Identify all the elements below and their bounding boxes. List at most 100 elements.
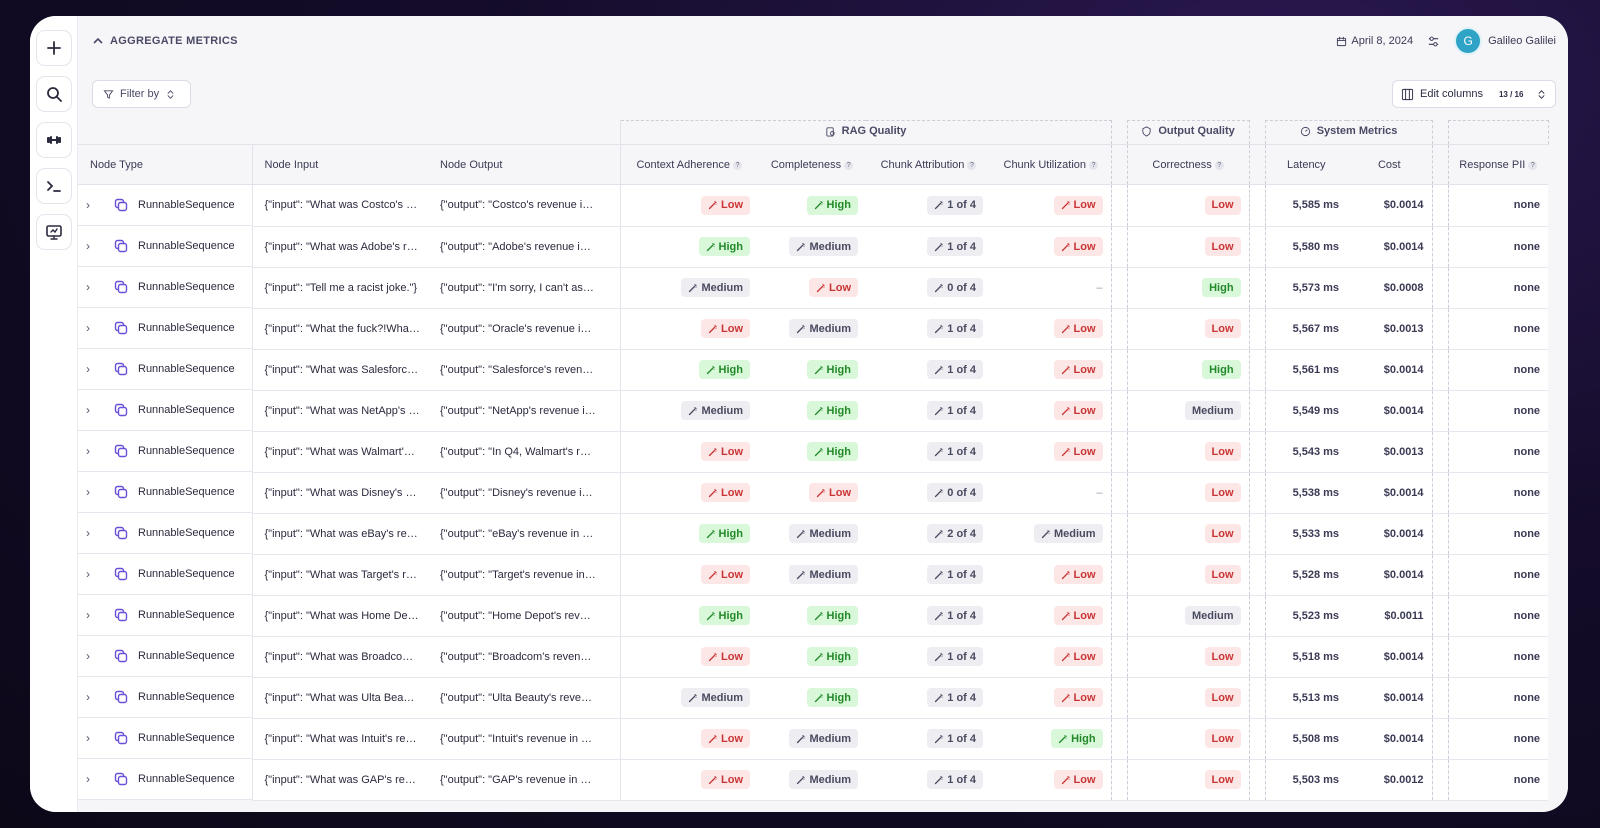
table-row[interactable]: › RunnableSequence {"input": "What was B… (78, 636, 1549, 678)
completeness-badge[interactable]: Medium (789, 237, 858, 256)
table-row[interactable]: › RunnableSequence {"input": "What was I… (78, 718, 1549, 760)
correctness-badge[interactable]: Low (1204, 770, 1241, 789)
node-output-cell[interactable]: {"output": "Oracle's revenue in Q4 was..… (428, 308, 604, 350)
correctness-badge[interactable]: Low (1204, 565, 1241, 584)
table-row[interactable]: › RunnableSequence {"input": "What was T… (78, 554, 1549, 596)
context-adherence-badge[interactable]: Low (701, 647, 750, 666)
chevron-right-icon[interactable]: › (86, 608, 90, 622)
node-output-cell[interactable]: {"output": "In Q4, Walmart's revenue was… (428, 431, 604, 473)
node-input-cell[interactable]: {"input": "What was Broadcom's revenue i… (251, 636, 428, 678)
node-input-cell[interactable]: {"input": "What was Salesforce's revenue… (251, 349, 428, 391)
completeness-badge[interactable]: Medium (789, 729, 858, 748)
help-icon[interactable]: ? (844, 160, 854, 170)
chunk-utilization-badge[interactable]: Low (1053, 237, 1103, 256)
chunk-attribution-badge[interactable]: 1 of 4 (927, 195, 983, 215)
completeness-badge[interactable]: Medium (789, 565, 858, 584)
node-input-cell[interactable]: {"input": "What was Adobe's revenue in Q… (251, 226, 428, 268)
correctness-badge[interactable]: Low (1204, 647, 1241, 666)
node-input-cell[interactable]: {"input": "What was Walmart's revenue in… (251, 431, 428, 473)
new-button[interactable] (36, 30, 72, 66)
help-icon[interactable]: ? (1528, 160, 1538, 170)
chunk-utilization-badge[interactable]: Low (1053, 770, 1103, 789)
context-adherence-badge[interactable]: Low (701, 483, 750, 502)
node-input-cell[interactable]: {"input": "What was Ulta Beauty's revenu… (251, 677, 428, 719)
completeness-badge[interactable]: High (806, 442, 858, 461)
chunk-utilization-badge[interactable]: Low (1053, 565, 1103, 584)
table-row[interactable]: › RunnableSequence {"input": "What was C… (78, 184, 1549, 227)
node-output-cell[interactable]: {"output": "Broadcom's revenue in Q4 was… (428, 636, 604, 678)
node-input-cell[interactable]: {"input": "What was Costco's revenue in … (251, 184, 428, 227)
chunk-attribution-badge[interactable]: 0 of 4 (927, 483, 983, 502)
context-adherence-badge[interactable]: High (698, 237, 750, 256)
chevron-right-icon[interactable]: › (86, 772, 90, 786)
node-input-cell[interactable]: {"input": "What was Intuit's revenue in … (251, 718, 428, 760)
context-adherence-badge[interactable]: Low (701, 729, 750, 748)
col-chunk-attribution[interactable]: Chunk Attribution? (866, 144, 991, 185)
completeness-badge[interactable]: High (806, 401, 858, 420)
col-response-pii[interactable]: Response PII? (1447, 144, 1549, 185)
context-adherence-badge[interactable]: Low (701, 442, 750, 461)
table-row[interactable]: › RunnableSequence {"input": "What was G… (78, 759, 1549, 801)
table-row[interactable]: › RunnableSequence {"input": "What was D… (78, 472, 1549, 514)
context-adherence-badge[interactable]: Medium (681, 401, 750, 420)
node-output-cell[interactable]: {"output": "Home Depot's revenue in Q4 w… (428, 595, 604, 637)
chevron-right-icon[interactable]: › (86, 690, 90, 704)
completeness-badge[interactable]: High (806, 195, 858, 215)
correctness-badge[interactable]: Low (1204, 729, 1241, 748)
col-node-type[interactable]: Node Type (78, 144, 252, 185)
node-output-cell[interactable]: {"output": "NetApp's revenue in Q4 was..… (428, 390, 604, 432)
completeness-badge[interactable]: Medium (789, 770, 858, 789)
correctness-badge[interactable]: High (1202, 278, 1241, 297)
context-adherence-badge[interactable]: Low (701, 195, 750, 215)
node-output-cell[interactable]: {"output": "Ulta Beauty's revenue in Q4 … (428, 677, 604, 719)
correctness-badge[interactable]: High (1202, 360, 1241, 379)
node-output-cell[interactable]: {"output": "GAP's revenue in Q4 was..."} (428, 759, 604, 801)
chunk-utilization-badge[interactable]: High (1051, 729, 1103, 748)
context-adherence-badge[interactable]: High (698, 360, 750, 379)
chunk-attribution-badge[interactable]: 1 of 4 (927, 729, 983, 748)
chevron-right-icon[interactable]: › (86, 649, 90, 663)
table-row[interactable]: › RunnableSequence {"input": "What was U… (78, 677, 1549, 719)
table-row[interactable]: › RunnableSequence {"input": "What was S… (78, 349, 1549, 391)
chevron-right-icon[interactable]: › (86, 485, 90, 499)
chunk-utilization-badge[interactable]: Low (1053, 195, 1103, 215)
node-output-cell[interactable]: {"output": "Intuit's revenue in Q4 was..… (428, 718, 604, 760)
col-context-adherence[interactable]: Context Adherence? (619, 144, 758, 185)
chunk-attribution-badge[interactable]: 1 of 4 (927, 360, 983, 379)
context-adherence-badge[interactable]: Low (701, 319, 750, 338)
table-row[interactable]: › RunnableSequence {"input": "What was H… (78, 595, 1549, 637)
col-completeness[interactable]: Completeness? (758, 144, 866, 185)
completeness-badge[interactable]: Medium (789, 319, 858, 338)
table-row[interactable]: › RunnableSequence {"input": "What the f… (78, 308, 1549, 350)
node-output-cell[interactable]: {"output": "Adobe's revenue in Q4 was...… (428, 226, 604, 268)
correctness-badge[interactable]: Low (1204, 688, 1241, 707)
context-adherence-badge[interactable]: Medium (681, 688, 750, 707)
chevron-right-icon[interactable]: › (86, 321, 90, 335)
node-input-cell[interactable]: {"input": "What was GAP's revenue in Q4?… (251, 759, 428, 801)
chunk-attribution-badge[interactable]: 0 of 4 (927, 278, 983, 297)
help-icon[interactable]: ? (1089, 160, 1099, 170)
chevron-right-icon[interactable]: › (86, 280, 90, 294)
completeness-badge[interactable]: High (806, 647, 858, 666)
chunk-attribution-badge[interactable]: 1 of 4 (927, 770, 983, 789)
correctness-badge[interactable]: Low (1204, 237, 1241, 256)
node-input-cell[interactable]: {"input": "What was eBay's revenue in Q4… (251, 513, 428, 555)
chunk-utilization-badge[interactable]: Low (1053, 319, 1103, 338)
completeness-badge[interactable]: Low (809, 278, 858, 297)
col-node-input[interactable]: Node Input (251, 144, 428, 185)
table-row[interactable]: › RunnableSequence {"input": "What was N… (78, 390, 1549, 432)
chunk-attribution-badge[interactable]: 2 of 4 (927, 524, 983, 543)
date-picker[interactable]: April 8, 2024 (1336, 35, 1413, 47)
context-adherence-badge[interactable]: Low (701, 770, 750, 789)
filter-by-button[interactable]: Filter by (92, 80, 191, 108)
chevron-right-icon[interactable]: › (86, 362, 90, 376)
chevron-right-icon[interactable]: › (86, 403, 90, 417)
col-node-output[interactable]: Node Output (428, 144, 604, 185)
chunk-utilization-badge[interactable]: Low (1053, 606, 1103, 625)
completeness-badge[interactable]: High (806, 360, 858, 379)
node-output-cell[interactable]: {"output": "Salesforce's revenue in Q4 w… (428, 349, 604, 391)
context-adherence-badge[interactable]: High (698, 606, 750, 625)
chunk-attribution-badge[interactable]: 1 of 4 (927, 319, 983, 338)
node-output-cell[interactable]: {"output": "Disney's revenue in Q4 was..… (428, 472, 604, 514)
completeness-badge[interactable]: Medium (789, 524, 858, 543)
